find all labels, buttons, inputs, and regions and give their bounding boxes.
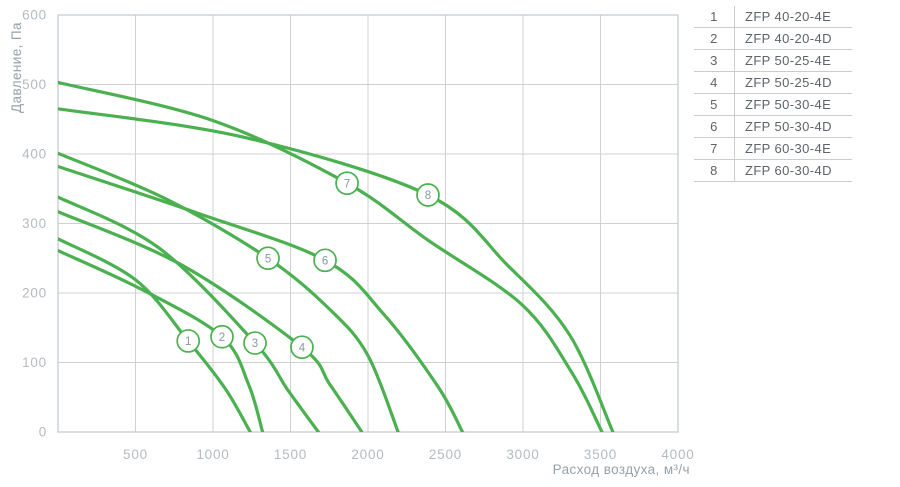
curve-markers: 1 2 3 4 5 6 7 8 <box>176 171 440 360</box>
legend-row-number: 3 <box>710 53 718 68</box>
curve-label-number-1: 1 <box>185 336 191 348</box>
y-axis-title: Давление, Па <box>9 22 24 113</box>
curve-label-number-4: 4 <box>299 342 306 354</box>
curve-label-1: 1 <box>176 329 201 353</box>
y-tick-300: 300 <box>22 216 47 231</box>
legend-row-3: 3 ZFP 50-25-4E <box>694 50 852 72</box>
curve-4 <box>58 210 364 432</box>
curve-5 <box>58 151 400 432</box>
curve-label-circle-5 <box>256 246 280 271</box>
legend-row-model: ZFP 50-25-4E <box>745 53 832 68</box>
curve-3 <box>58 195 320 432</box>
legend-row-2: 2 ZFP 40-20-4D <box>694 28 852 50</box>
curve-label-circle-8 <box>416 183 440 207</box>
curve-label-circle-3 <box>243 331 267 355</box>
legend-row-1: 1 ZFP 40-20-4E <box>694 6 852 28</box>
tick-labels: 0 100 200 300 400 500 600 500 1000 1500 2000 2500 30… <box>22 8 694 463</box>
curve-label-3: 3 <box>243 331 267 355</box>
curve-label-2: 2 <box>210 324 234 349</box>
curve-label-5: 5 <box>256 246 280 271</box>
x-tick-3500: 3500 <box>584 447 617 462</box>
curve-label-number-6: 6 <box>322 256 328 268</box>
legend-row-number: 6 <box>710 119 718 134</box>
x-tick-3000: 3000 <box>506 447 539 462</box>
legend-table: 1 ZFP 40-20-4E 2 ZFP 40-20-4D 3 ZFP 50-25-4E 4… <box>694 6 852 182</box>
legend-row-model: ZFP 50-30-4D <box>745 119 832 134</box>
x-tick-2000: 2000 <box>351 447 384 462</box>
y-tick-600: 600 <box>22 8 47 23</box>
legend-row-model: ZFP 60-30-4E <box>745 141 832 156</box>
curve-6 <box>58 164 465 432</box>
gridlines <box>58 15 678 432</box>
x-axis-title: Расход воздуха, м³/ч <box>552 462 690 477</box>
x-tick-4000: 4000 <box>661 447 694 462</box>
legend-row-7: 7 ZFP 60-30-4E <box>694 138 852 160</box>
legend-row-number: 5 <box>710 97 718 112</box>
legend-row-model: ZFP 50-30-4E <box>745 97 832 112</box>
curve-label-circle-1 <box>176 329 201 353</box>
y-tick-100: 100 <box>22 355 47 370</box>
x-tick-500: 500 <box>123 447 148 462</box>
legend-row-number: 8 <box>710 163 718 178</box>
curve-label-6: 6 <box>313 248 337 273</box>
curve-label-circle-2 <box>210 324 234 349</box>
legend-row-number: 7 <box>710 141 718 156</box>
legend-row-number: 4 <box>710 75 718 90</box>
plot-border <box>57 14 679 433</box>
curve-label-7: 7 <box>335 171 359 196</box>
curve-label-8: 8 <box>416 183 440 207</box>
legend-row-number: 2 <box>710 31 718 46</box>
curve-label-number-8: 8 <box>425 190 431 202</box>
curve-label-number-7: 7 <box>344 178 350 190</box>
legend-row-number: 1 <box>710 9 718 24</box>
x-tick-2500: 2500 <box>429 447 462 462</box>
curve-label-circle-6 <box>313 248 337 273</box>
curve-label-4: 4 <box>290 335 314 360</box>
curve-8 <box>58 107 615 432</box>
legend-row-5: 5 ZFP 50-30-4E <box>694 94 852 116</box>
curve-label-circle-7 <box>335 171 359 196</box>
x-tick-1500: 1500 <box>274 447 307 462</box>
curve-label-number-3: 3 <box>252 338 258 350</box>
curve-7 <box>58 80 604 432</box>
legend-row-model: ZFP 50-25-4D <box>745 75 832 90</box>
legend-row-model: ZFP 40-20-4E <box>745 9 832 24</box>
legend-row-4: 4 ZFP 50-25-4D <box>694 72 852 94</box>
curve-label-number-2: 2 <box>219 332 225 344</box>
y-tick-500: 500 <box>22 77 47 92</box>
curve-label-number-5: 5 <box>265 253 271 265</box>
legend-row-model: ZFP 40-20-4D <box>745 31 832 46</box>
curve-label-circle-4 <box>290 335 314 360</box>
x-tick-1000: 1000 <box>196 447 229 462</box>
legend-row-6: 6 ZFP 50-30-4D <box>694 116 852 138</box>
legend-row-8: 8 ZFP 60-30-4D <box>694 160 852 182</box>
y-tick-0: 0 <box>39 425 47 440</box>
legend-divider <box>734 6 735 182</box>
legend-row-model: ZFP 60-30-4D <box>745 163 832 178</box>
y-tick-200: 200 <box>22 286 47 301</box>
y-tick-400: 400 <box>22 147 47 162</box>
